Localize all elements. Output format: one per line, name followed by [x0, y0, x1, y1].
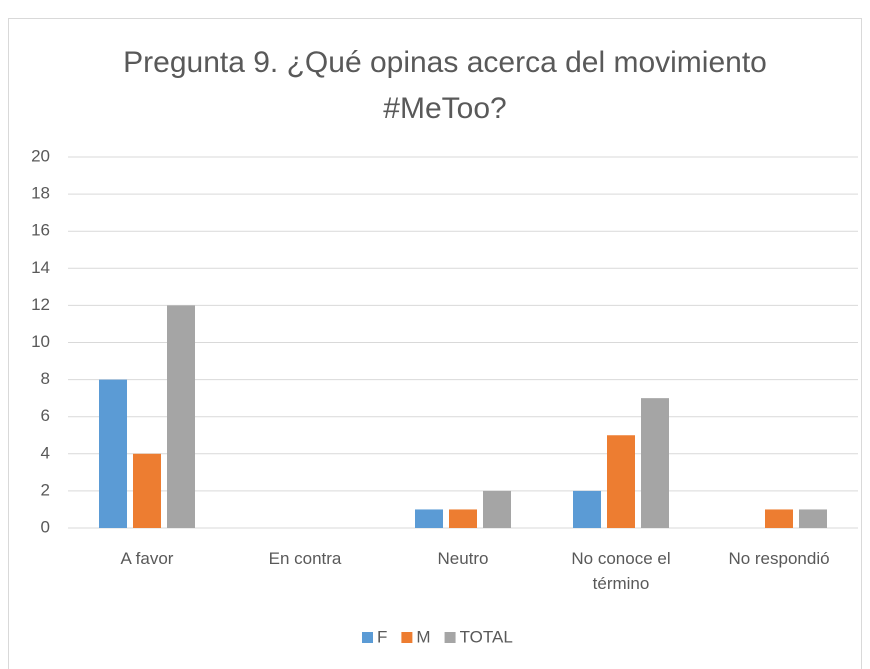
chart-title: Pregunta 9. ¿Qué opinas acerca del movim… — [123, 46, 767, 125]
legend-label: M — [416, 627, 430, 646]
bar — [415, 509, 443, 528]
y-tick-label: 12 — [31, 295, 50, 314]
bar — [765, 509, 793, 528]
legend-label: TOTAL — [460, 627, 513, 646]
y-tick-label: 8 — [41, 369, 50, 388]
bar — [607, 435, 635, 528]
legend-swatch — [401, 632, 413, 643]
y-tick-label: 16 — [31, 221, 50, 240]
legend-label: F — [377, 627, 387, 646]
x-tick-label: No conoce el término — [571, 549, 671, 593]
y-tick-label: 14 — [31, 258, 50, 277]
bar — [133, 453, 161, 528]
legend-swatch — [362, 632, 373, 643]
y-tick-label: 18 — [31, 184, 50, 203]
bar — [99, 379, 127, 528]
bar — [799, 509, 827, 528]
y-tick-label: 2 — [41, 480, 50, 499]
bar — [449, 509, 477, 528]
y-tick-label: 0 — [41, 517, 50, 536]
y-tick-label: 10 — [31, 332, 50, 351]
bar — [483, 490, 511, 528]
x-tick-label: No respondió — [728, 549, 830, 568]
chart-border — [8, 18, 862, 669]
bar — [167, 305, 195, 528]
x-tick-label: A favor — [120, 549, 174, 568]
bar — [573, 490, 601, 528]
x-tick-label: Neutro — [437, 549, 489, 568]
bar — [641, 398, 669, 528]
y-tick-label: 4 — [41, 443, 50, 462]
x-tick-label: En contra — [268, 549, 342, 568]
y-tick-label: 20 — [31, 146, 50, 165]
y-tick-label: 6 — [41, 406, 50, 425]
legend-swatch — [444, 632, 456, 643]
